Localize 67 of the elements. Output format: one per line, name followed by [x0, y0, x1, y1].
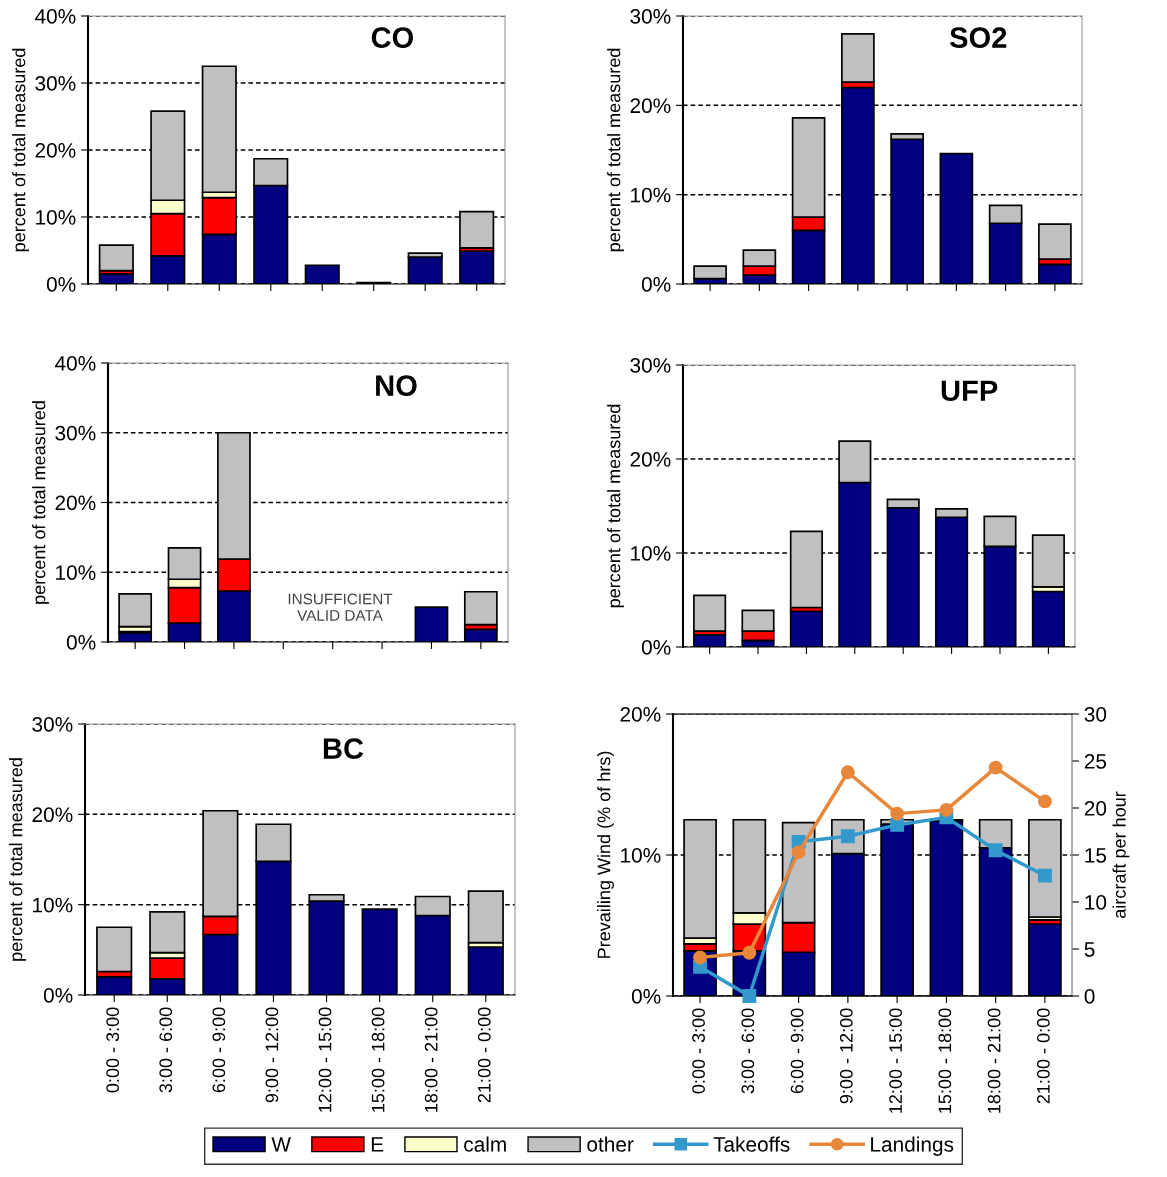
y-axis-title: percent of total measured — [607, 404, 624, 608]
y-tick-label: 40% — [34, 9, 76, 24]
y-tick-label: 30% — [35, 76, 76, 91]
annotation: INSUFFICIENT VALID DATA — [288, 593, 393, 621]
chart-title: BC — [323, 738, 364, 759]
x-tick-label: 21:00 - 0:00 — [1036, 1008, 1050, 1104]
legend-label: other — [587, 1136, 634, 1152]
x-tick-label: 9:00 - 12:00 — [839, 1008, 853, 1104]
y-tick-label: 0% — [43, 988, 73, 1003]
x-tick-label: 18:00 - 21:00 — [987, 1008, 1001, 1113]
y-tick-label: 0% — [631, 989, 661, 1004]
y2-tick-label: 5 — [1084, 942, 1095, 957]
y-tick-label: 10% — [33, 897, 73, 913]
chart-title: UFP — [941, 380, 998, 402]
y-tick-label: 30% — [55, 425, 96, 441]
x-tick-label: 21:00 - 0:00 — [477, 1007, 491, 1103]
y2-axis-title: aircraft per hour — [1112, 791, 1130, 918]
y-tick-label: 20% — [32, 807, 73, 823]
legend-label: calm — [464, 1136, 506, 1152]
x-tick-label: 3:00 - 6:00 — [741, 1008, 755, 1094]
x-tick-label: 6:00 - 9:00 — [790, 1008, 804, 1094]
y-tick-label: 20% — [630, 98, 671, 114]
y-tick-label: 0% — [66, 635, 96, 650]
y-tick-label: 10% — [631, 546, 671, 561]
x-tick-label: 15:00 - 18:00 — [371, 1007, 385, 1112]
chart-title: NO — [376, 375, 417, 396]
legend-label: Landings — [871, 1136, 954, 1156]
x-tick-label: 15:00 - 18:00 — [938, 1008, 952, 1113]
x-tick-label: 0:00 - 3:00 — [692, 1008, 705, 1094]
y2-tick-label: 25 — [1084, 754, 1107, 769]
x-tick-label: 6:00 - 9:00 — [212, 1007, 226, 1093]
y2-tick-label: 20 — [1084, 801, 1107, 816]
legend-label: Takeoffs — [713, 1136, 790, 1152]
y-tick-label: 40% — [54, 356, 96, 371]
y-tick-label: 20% — [620, 707, 661, 722]
y-axis-title: percent of total measured — [607, 48, 624, 252]
y-axis-title: percent of total measured — [9, 758, 26, 961]
y-tick-label: 20% — [55, 495, 96, 511]
y-tick-label: 20% — [35, 143, 76, 158]
y-tick-label: 30% — [32, 717, 73, 732]
chart-title: SO2 — [949, 27, 1007, 48]
x-tick-label: 0:00 - 3:00 — [106, 1007, 120, 1093]
y-tick-label: 30% — [630, 9, 671, 24]
y-tick-label: 10% — [56, 565, 96, 580]
y2-tick-label: 10 — [1085, 895, 1107, 910]
x-tick-label: 12:00 - 15:00 — [889, 1008, 902, 1113]
x-tick-label: 12:00 - 15:00 — [318, 1007, 332, 1112]
y2-tick-label: 30 — [1084, 707, 1107, 722]
y-tick-label: 20% — [630, 452, 671, 467]
y2-tick-label: 0 — [1084, 989, 1095, 1004]
y-tick-label: 0% — [641, 277, 671, 292]
y-tick-label: 10% — [36, 210, 76, 225]
legend-label: E — [371, 1137, 384, 1152]
chart-title: CO — [371, 27, 414, 48]
y-tick-label: 0% — [46, 277, 76, 292]
y-tick-label: 0% — [641, 640, 671, 655]
x-tick-label: 9:00 - 12:00 — [265, 1007, 279, 1103]
legend-label: W — [271, 1137, 291, 1152]
y-axis-title: percent of total measured — [32, 401, 49, 604]
y-tick-label: 30% — [630, 358, 671, 373]
x-tick-label: 18:00 - 21:00 — [424, 1007, 438, 1112]
y-axis-title: percent of total measured — [12, 48, 29, 252]
y2-tick-label: 15 — [1085, 848, 1107, 863]
y-tick-label: 10% — [631, 187, 671, 203]
y-axis-title: Prevailing Wind (% of hrs) — [597, 751, 614, 958]
y-tick-label: 10% — [621, 848, 661, 863]
x-tick-label: 3:00 - 6:00 — [159, 1007, 173, 1093]
